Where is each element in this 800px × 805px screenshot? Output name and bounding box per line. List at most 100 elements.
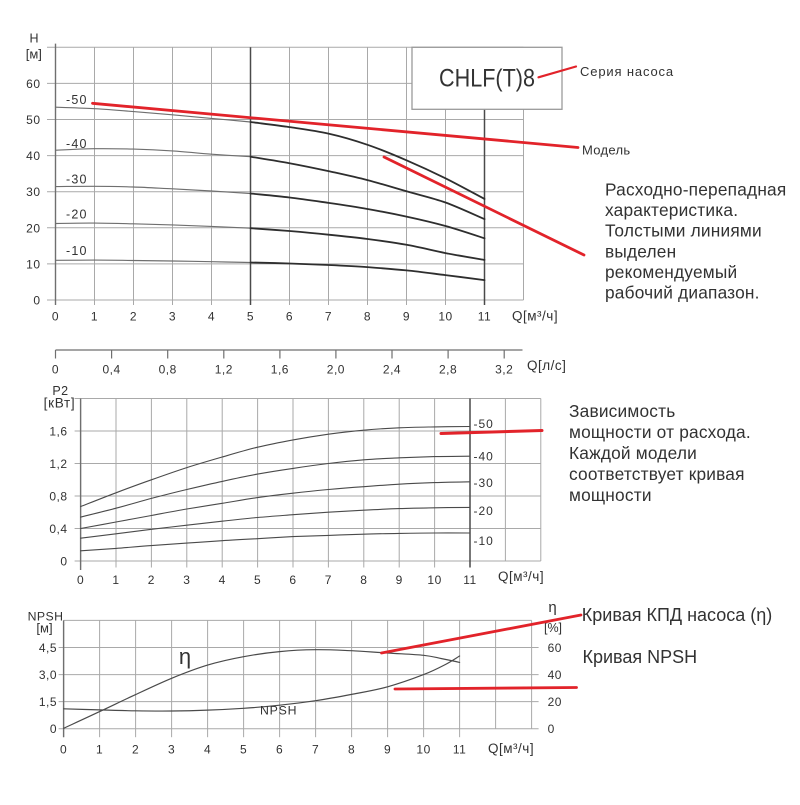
svg-text:-40: -40 bbox=[66, 137, 88, 151]
svg-text:10: 10 bbox=[26, 257, 40, 271]
svg-text:60: 60 bbox=[26, 77, 40, 91]
svg-text:-30: -30 bbox=[474, 476, 494, 490]
svg-text:Q[м³/ч]: Q[м³/ч] bbox=[488, 741, 534, 756]
svg-text:рекомендуемый: рекомендуемый bbox=[605, 262, 737, 282]
svg-text:мощности: мощности bbox=[569, 485, 652, 505]
svg-text:4: 4 bbox=[204, 743, 211, 757]
svg-text:4: 4 bbox=[208, 310, 215, 324]
svg-text:Q[м³/ч]: Q[м³/ч] bbox=[498, 569, 544, 584]
svg-text:-50: -50 bbox=[474, 417, 494, 431]
svg-text:60: 60 bbox=[548, 641, 562, 655]
svg-text:соответствует кривая: соответствует кривая bbox=[569, 464, 745, 484]
svg-text:H: H bbox=[29, 32, 38, 46]
svg-text:выделен: выделен bbox=[605, 241, 676, 261]
svg-text:CHLF(T)8: CHLF(T)8 bbox=[439, 65, 535, 93]
svg-text:1,6: 1,6 bbox=[49, 425, 67, 439]
svg-text:3: 3 bbox=[183, 573, 190, 587]
svg-text:0,4: 0,4 bbox=[103, 363, 121, 377]
svg-text:1,5: 1,5 bbox=[39, 695, 57, 709]
svg-text:1,2: 1,2 bbox=[215, 363, 233, 377]
svg-text:[м]: [м] bbox=[26, 47, 42, 62]
svg-text:-10: -10 bbox=[66, 244, 88, 258]
svg-text:2: 2 bbox=[132, 743, 139, 757]
svg-text:Серия насоса: Серия насоса bbox=[580, 64, 674, 79]
svg-text:-30: -30 bbox=[66, 173, 88, 187]
svg-text:мощности от расхода.: мощности от расхода. bbox=[569, 422, 751, 442]
svg-text:0,8: 0,8 bbox=[159, 363, 177, 377]
svg-text:Кривая NPSH: Кривая NPSH bbox=[583, 647, 698, 667]
svg-text:9: 9 bbox=[403, 310, 410, 324]
svg-text:0,4: 0,4 bbox=[49, 522, 67, 536]
svg-text:5: 5 bbox=[254, 573, 261, 587]
svg-text:9: 9 bbox=[396, 573, 403, 587]
svg-text:8: 8 bbox=[360, 573, 367, 587]
svg-text:3: 3 bbox=[169, 310, 176, 324]
svg-text:1,2: 1,2 bbox=[49, 457, 67, 471]
svg-text:2: 2 bbox=[148, 573, 155, 587]
svg-text:10: 10 bbox=[416, 743, 430, 757]
svg-text:Q[м³/ч]: Q[м³/ч] bbox=[512, 309, 558, 324]
svg-text:2,8: 2,8 bbox=[439, 363, 457, 377]
svg-text:20: 20 bbox=[26, 221, 40, 235]
svg-text:5: 5 bbox=[240, 743, 247, 757]
svg-text:Кривая КПД насоса (η): Кривая КПД насоса (η) bbox=[582, 605, 772, 625]
svg-text:5: 5 bbox=[247, 310, 254, 324]
svg-text:[м]: [м] bbox=[36, 621, 52, 636]
svg-text:7: 7 bbox=[325, 310, 332, 324]
svg-text:2,0: 2,0 bbox=[327, 363, 345, 377]
svg-text:3: 3 bbox=[168, 743, 175, 757]
svg-text:P2: P2 bbox=[52, 384, 68, 398]
svg-text:Q[л/с]: Q[л/с] bbox=[527, 358, 566, 373]
svg-text:η: η bbox=[548, 599, 556, 616]
svg-text:NPSH: NPSH bbox=[28, 610, 64, 624]
svg-text:7: 7 bbox=[312, 743, 319, 757]
svg-text:-10: -10 bbox=[474, 534, 494, 548]
svg-text:10: 10 bbox=[438, 310, 452, 324]
svg-text:0: 0 bbox=[52, 310, 59, 324]
svg-text:4,5: 4,5 bbox=[39, 641, 57, 655]
svg-text:20: 20 bbox=[548, 695, 562, 709]
svg-text:Зависимость: Зависимость bbox=[569, 401, 675, 421]
svg-text:1,6: 1,6 bbox=[271, 363, 289, 377]
svg-text:0: 0 bbox=[33, 294, 40, 308]
svg-text:0: 0 bbox=[548, 722, 555, 736]
svg-text:1: 1 bbox=[112, 573, 119, 587]
svg-text:3,2: 3,2 bbox=[495, 363, 513, 377]
svg-text:0,8: 0,8 bbox=[49, 490, 67, 504]
svg-text:1: 1 bbox=[96, 743, 103, 757]
svg-text:6: 6 bbox=[286, 310, 293, 324]
svg-text:0: 0 bbox=[60, 555, 67, 569]
svg-text:11: 11 bbox=[453, 743, 466, 757]
svg-text:3,0: 3,0 bbox=[39, 668, 57, 682]
svg-text:-20: -20 bbox=[474, 504, 494, 518]
svg-text:7: 7 bbox=[325, 573, 332, 587]
svg-text:NPSH: NPSH bbox=[260, 704, 297, 718]
svg-text:6: 6 bbox=[276, 743, 283, 757]
svg-text:Расходно-перепадная: Расходно-перепадная bbox=[605, 179, 786, 199]
svg-text:Толстыми линиями: Толстыми линиями bbox=[605, 221, 762, 241]
svg-text:Модель: Модель bbox=[582, 143, 630, 158]
svg-text:8: 8 bbox=[348, 743, 355, 757]
svg-text:-20: -20 bbox=[66, 208, 88, 222]
svg-text:[%]: [%] bbox=[544, 621, 562, 635]
svg-text:4: 4 bbox=[219, 573, 226, 587]
svg-text:8: 8 bbox=[364, 310, 371, 324]
svg-text:-50: -50 bbox=[66, 93, 88, 107]
svg-text:40: 40 bbox=[548, 668, 562, 682]
svg-text:40: 40 bbox=[26, 149, 40, 163]
svg-text:0: 0 bbox=[60, 743, 67, 757]
svg-text:рабочий диапазон.: рабочий диапазон. bbox=[605, 283, 760, 303]
svg-text:30: 30 bbox=[26, 185, 40, 199]
svg-text:η: η bbox=[179, 644, 191, 669]
svg-text:11: 11 bbox=[478, 310, 491, 324]
svg-text:0: 0 bbox=[50, 722, 57, 736]
svg-text:11: 11 bbox=[463, 573, 476, 587]
svg-text:6: 6 bbox=[289, 573, 296, 587]
svg-text:Каждой модели: Каждой модели bbox=[569, 443, 697, 463]
svg-text:1: 1 bbox=[91, 310, 98, 324]
svg-text:характеристика.: характеристика. bbox=[605, 200, 738, 220]
svg-text:[кВт]: [кВт] bbox=[44, 396, 76, 411]
svg-text:0: 0 bbox=[52, 363, 59, 377]
svg-text:9: 9 bbox=[384, 743, 391, 757]
svg-text:-40: -40 bbox=[474, 450, 494, 464]
